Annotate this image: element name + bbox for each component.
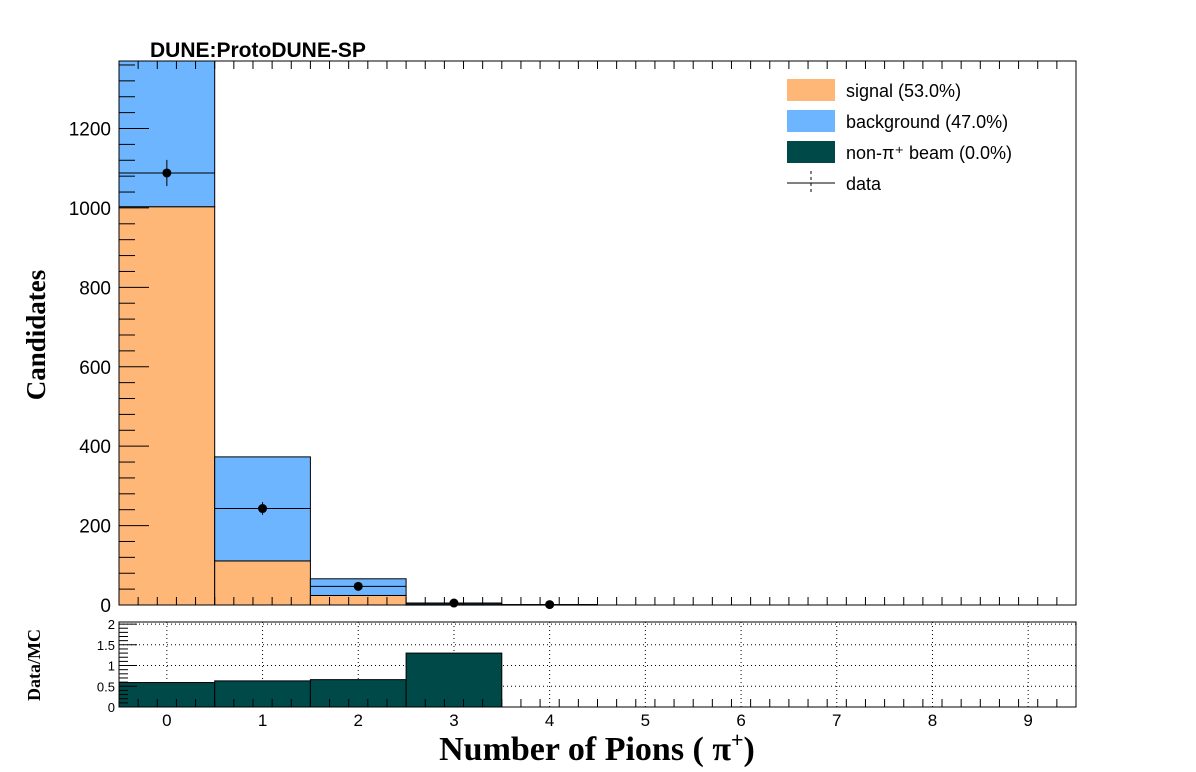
experiment-label: DUNE:ProtoDUNE-SP xyxy=(150,39,366,62)
legend-label-1: background (47.0%) xyxy=(846,112,1008,132)
x-tick-label: 4 xyxy=(545,711,554,730)
y-tick-label: 800 xyxy=(79,278,111,299)
ratio-y-axis-label: Data/MC xyxy=(24,629,44,701)
ratio-y-tick-label: 1 xyxy=(108,659,115,674)
y-tick-label: 1000 xyxy=(69,199,111,220)
main-y-axis: 0 200 400 600 800 1000 1200 xyxy=(69,64,149,617)
legend-swatch-0 xyxy=(787,79,835,101)
y-tick-label: 200 xyxy=(79,517,111,538)
x-tick-label: 1 xyxy=(258,711,267,730)
y-tick-label: 1200 xyxy=(69,120,111,141)
ratio-y-tick-label: 0.5 xyxy=(97,679,115,694)
ratio-bars xyxy=(118,652,503,708)
ratio-y-axis: 0 0.5 1 1.5 2 xyxy=(97,617,137,715)
data-point-2 xyxy=(310,581,407,591)
x-tick-label: 3 xyxy=(449,711,458,730)
data-point-0 xyxy=(119,159,215,187)
ratio-bar-1 xyxy=(214,680,311,708)
ratio-bar-3 xyxy=(405,652,503,708)
legend-swatch-1 xyxy=(787,110,835,132)
legend-label-3: data xyxy=(846,174,882,194)
main-x-ticks xyxy=(118,61,1077,605)
x-tick-label: 0 xyxy=(162,711,171,730)
legend-label-2: non-π⁺ beam (0.0%) xyxy=(846,143,1012,163)
x-tick-label: 7 xyxy=(832,711,841,730)
ratio-y-tick-label: 1.5 xyxy=(97,638,115,653)
legend-label-0: signal (53.0%) xyxy=(846,81,961,101)
bar-s0-c0 xyxy=(118,206,216,606)
x-axis-label-sup: + xyxy=(731,727,744,752)
x-axis-label-close: ) xyxy=(744,731,755,768)
data-point-marker-3 xyxy=(449,598,459,608)
x-axis-label: Number of Pions ( π+) xyxy=(439,727,755,768)
bar-s0-c2 xyxy=(309,594,407,606)
x-tick-label: 5 xyxy=(641,711,650,730)
ratio-x-axis: 0 1 2 3 4 5 6 7 8 9 xyxy=(118,699,1077,730)
ratio-plot: 0 0.5 1 1.5 2 0 1 2 3 4 5 6 7 8 9 Data/MC Number of P… xyxy=(24,617,1077,768)
data-point-3 xyxy=(406,598,502,608)
legend-entry-0: signal (53.0%) xyxy=(787,79,961,101)
data-point-marker-1 xyxy=(258,504,268,514)
ratio-y-tick-label: 0 xyxy=(108,700,115,715)
data-point-1 xyxy=(214,502,311,515)
x-tick-label: 6 xyxy=(736,711,745,730)
x-axis-label-main: Number of Pions ( π xyxy=(439,731,731,768)
data-point-marker-0 xyxy=(162,168,172,178)
legend-entry-1: background (47.0%) xyxy=(787,110,1008,132)
ratio-y-tick-label: 2 xyxy=(108,617,115,632)
y-tick-label: 400 xyxy=(79,437,111,458)
x-tick-label: 8 xyxy=(928,711,937,730)
legend-entry-2: non-π⁺ beam (0.0%) xyxy=(787,141,1012,163)
x-tick-label: 9 xyxy=(1023,711,1032,730)
main-y-axis-label: Candidates xyxy=(21,270,51,401)
legend-entry-3: data xyxy=(787,171,882,195)
y-tick-label: 600 xyxy=(79,358,111,379)
data-point-marker-2 xyxy=(353,581,363,591)
bar-s0-c1 xyxy=(214,560,311,606)
y-tick-label: 0 xyxy=(100,596,111,617)
main-plot: 0 200 400 600 800 1000 1200 Candidates signal … xyxy=(21,60,1077,617)
legend-swatch-2 xyxy=(787,141,835,163)
x-tick-label: 2 xyxy=(354,711,363,730)
legend: signal (53.0%) background (47.0%) non-π⁺ b… xyxy=(787,79,1012,195)
main-bars xyxy=(118,60,598,606)
ratio-bar-2 xyxy=(309,679,407,708)
